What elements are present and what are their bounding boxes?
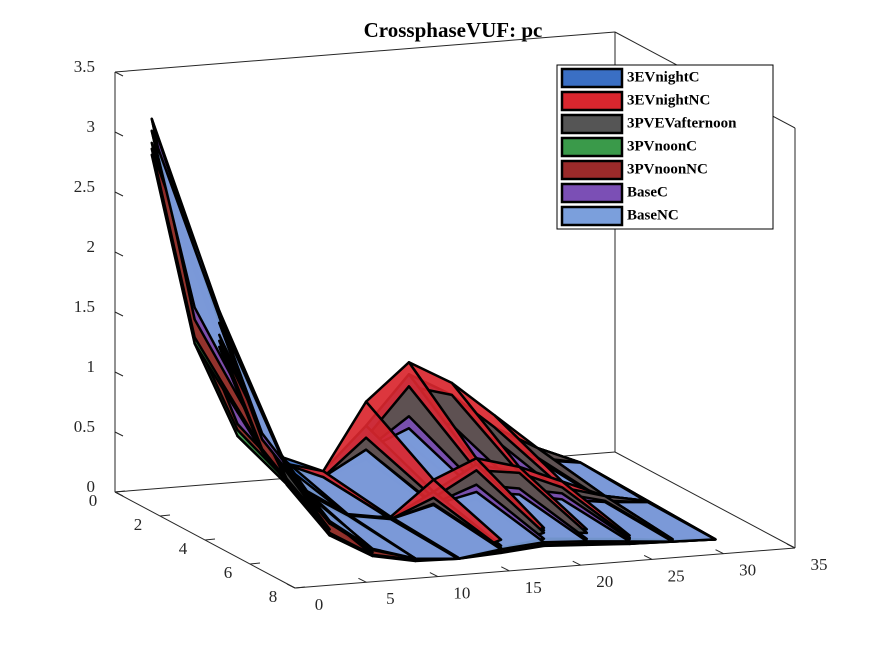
y-tick-label: 2 [134, 515, 143, 534]
legend-swatch [560, 159, 624, 181]
y-tick [249, 562, 261, 565]
legend: 3EVnightC 3EVnightNC 3PVEVafternoon 3PVnoon… [556, 64, 774, 230]
x-tick-label: 25 [668, 566, 685, 585]
x-tick [358, 577, 367, 583]
y-tick [114, 490, 126, 493]
x-tick [643, 554, 653, 560]
z-tick-label: 3.5 [74, 57, 95, 76]
z-tick-label: 1.5 [74, 297, 95, 316]
x-tick-label: 35 [811, 555, 828, 574]
surface-patch [218, 315, 331, 523]
z-tick-label: 3 [87, 117, 96, 136]
x-tick-label: 10 [453, 583, 470, 602]
z-tick-label: 0 [87, 477, 96, 496]
y-tick-label: 4 [179, 539, 188, 558]
y-tick [294, 586, 306, 589]
z-tick-label: 2 [87, 237, 96, 256]
y-tick [204, 538, 216, 541]
ticks: 0 0.5 1 1.5 2 2.5 3 3.5 0 2 4 6 8 0 5 10 15 20 25 30 35 [74, 57, 828, 614]
x-tick-label: 15 [525, 578, 542, 597]
z-tick [114, 71, 124, 77]
x-tick [429, 572, 439, 578]
legend-swatch [560, 205, 624, 227]
legend-swatch [560, 136, 624, 158]
z-tick [114, 191, 124, 197]
x-tick [786, 543, 796, 549]
y-tick-label: 0 [89, 491, 98, 510]
y-tick-label: 8 [269, 587, 278, 606]
x-tick [572, 560, 581, 566]
axis-line [114, 31, 616, 73]
x-tick [501, 566, 510, 572]
x-tick [286, 583, 296, 589]
z-tick [114, 251, 124, 257]
axis-line [294, 547, 796, 589]
z-tick [114, 491, 124, 497]
x-tick-label: 5 [386, 589, 395, 608]
z-tick [114, 431, 124, 437]
x-tick-label: 20 [596, 572, 613, 591]
chart-title: CrossphaseVUF: pc [364, 18, 543, 42]
legend-swatch [560, 90, 624, 112]
z-tick [114, 131, 124, 137]
legend-swatch [560, 113, 624, 135]
legend-label: 3PVEVafternoon [627, 115, 737, 131]
x-tick-label: 0 [315, 595, 324, 614]
axis-line [614, 451, 796, 549]
legend-label: BaseNC [627, 207, 679, 223]
z-tick-label: 2.5 [74, 177, 95, 196]
z-tick [114, 371, 124, 377]
z-tick-label: 0.5 [74, 417, 95, 436]
legend-label: 3PVnoonNC [627, 161, 708, 177]
legend-label: BaseC [627, 184, 668, 200]
legend-label: 3EVnightC [627, 69, 700, 85]
legend-swatch [560, 67, 624, 89]
y-tick [159, 514, 171, 517]
legend-label: 3EVnightNC [627, 92, 710, 108]
legend-label: 3PVnoonC [627, 138, 697, 154]
surfaces [150, 117, 717, 563]
z-tick [114, 311, 124, 317]
legend-swatch [560, 182, 624, 204]
y-tick-label: 6 [224, 563, 233, 582]
z-tick-label: 1 [87, 357, 96, 376]
x-tick [715, 549, 724, 555]
x-tick-label: 30 [739, 561, 756, 580]
